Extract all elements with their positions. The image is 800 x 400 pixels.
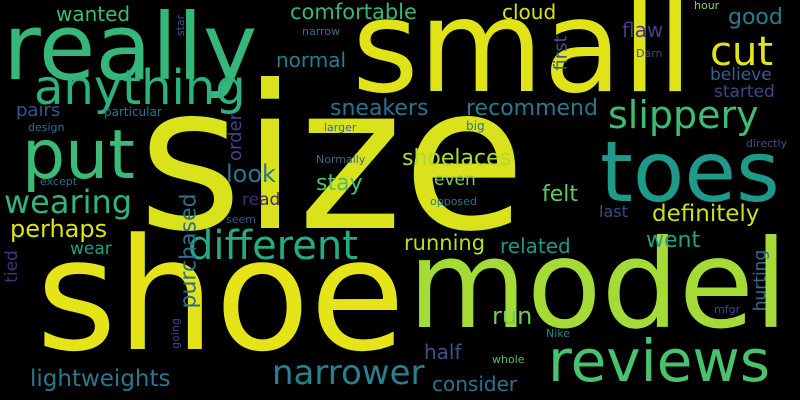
word-shoelaces: shoelaces — [402, 146, 512, 171]
word-particular: particular — [104, 105, 162, 119]
word-believe: believe — [710, 65, 772, 85]
word-comfortable: comfortable — [290, 0, 417, 24]
word-normal: normal — [276, 48, 347, 72]
word-wearing: wearing — [4, 183, 133, 221]
word-whole: whole — [492, 353, 525, 366]
word-design: design — [28, 121, 65, 134]
word-stay: stay — [316, 171, 363, 196]
word-except: except — [40, 175, 78, 188]
word-mfgr: mfgr — [714, 303, 741, 316]
word-last: last — [599, 202, 628, 221]
word-put: put — [22, 116, 135, 195]
word-small: small — [352, 0, 693, 122]
word-narrow: narrow — [302, 25, 341, 38]
word-read: read — [242, 190, 281, 210]
word-cloud: cloud — [502, 0, 557, 24]
word-normally: Normally — [316, 153, 366, 166]
word-really: really — [3, 0, 258, 101]
word-run: run — [492, 302, 533, 330]
word-good: good — [728, 5, 783, 30]
word-recommend: recommend — [466, 96, 598, 121]
word-purchased: purchased — [176, 193, 202, 309]
word-half: half — [424, 340, 462, 364]
word-lightweights: lightweights — [30, 366, 171, 392]
word-related: related — [500, 234, 571, 258]
word-consider: consider — [432, 372, 518, 396]
word-tied: tied — [1, 250, 22, 283]
word-wanted: wanted — [56, 2, 131, 26]
word-even: even — [434, 170, 476, 190]
word-toes: toes — [600, 123, 780, 221]
word-pairs: pairs — [16, 100, 61, 121]
word-slippery: slippery — [608, 93, 759, 137]
word-big: big — [466, 119, 485, 133]
word-larger: larger — [324, 121, 357, 134]
word-darn: Darn — [636, 47, 663, 60]
word-running: running — [404, 231, 486, 255]
word-look: look — [226, 160, 276, 188]
word-star: star — [174, 14, 188, 37]
word-nike: Nike — [546, 327, 571, 340]
word-anything: anything — [34, 60, 246, 116]
word-flaw: flaw — [622, 18, 664, 42]
word-narrower: narrower — [272, 353, 425, 393]
word-felt: felt — [542, 182, 579, 207]
word-definitely: definitely — [652, 201, 760, 227]
word-reviews: reviews — [548, 327, 771, 395]
word-seem: seem — [226, 213, 256, 226]
word-went: went — [646, 228, 701, 253]
word-size: size — [138, 43, 526, 276]
word-cut: cut — [710, 29, 774, 75]
word-model: model — [408, 214, 788, 356]
word-started: started — [714, 82, 775, 102]
word-going: going — [168, 318, 182, 349]
word-different: different — [188, 223, 358, 269]
word-wear: wear — [70, 239, 112, 259]
word-sneakers: sneakers — [330, 96, 429, 121]
word-directly: directly — [746, 137, 788, 150]
word-shoe: shoe — [36, 205, 406, 386]
word-first: first — [550, 35, 572, 71]
word-opposed: opposed — [430, 195, 477, 208]
word-hour: hour — [694, 0, 720, 12]
word-perhaps: perhaps — [10, 215, 108, 243]
word-order: order — [225, 113, 246, 161]
word-hurting: hurting — [750, 249, 771, 312]
